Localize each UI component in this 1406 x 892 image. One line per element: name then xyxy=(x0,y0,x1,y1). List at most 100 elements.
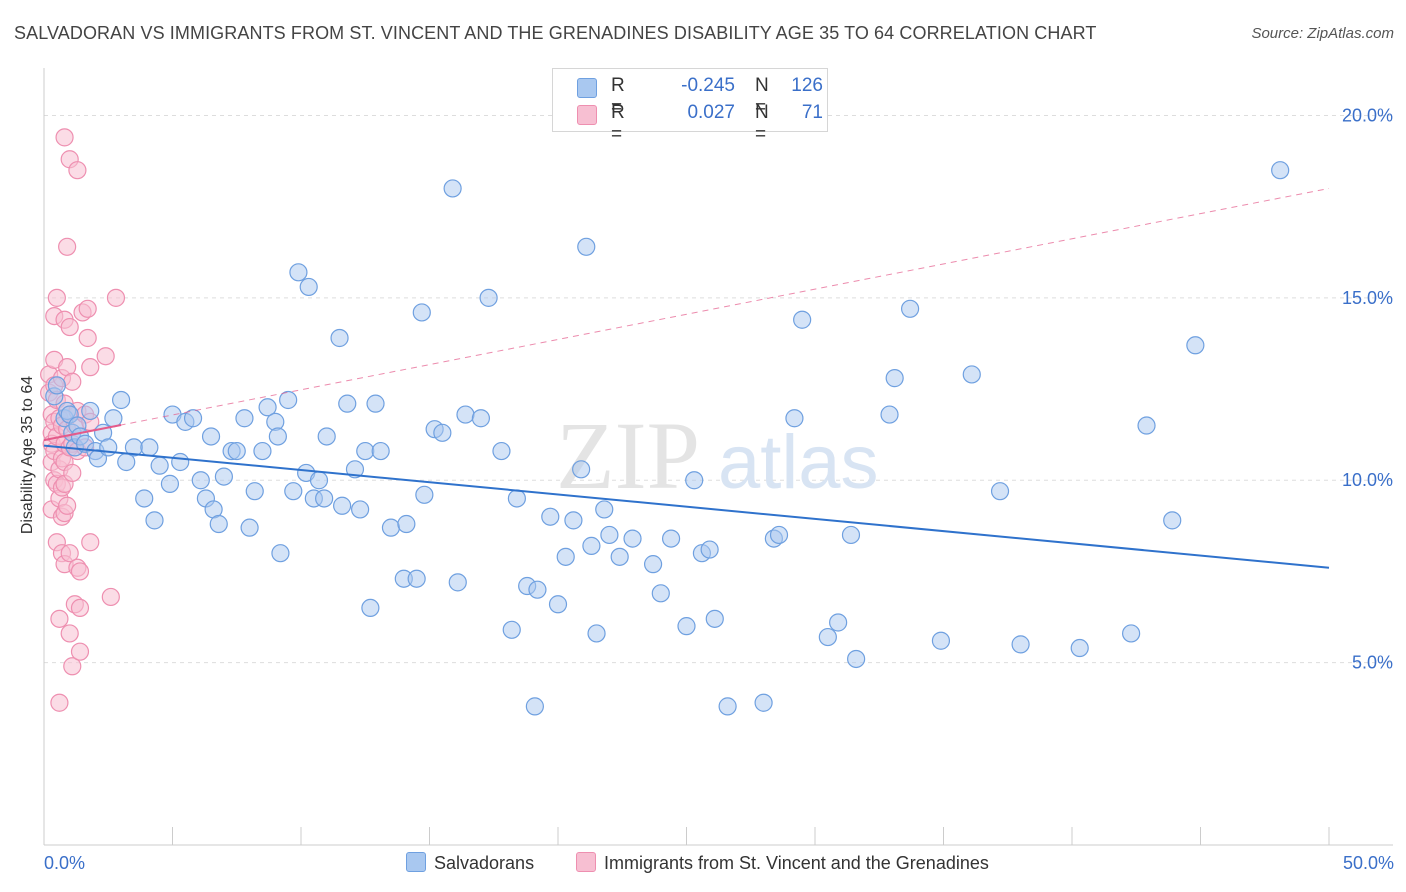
salvadorans-point xyxy=(685,471,704,490)
salvadorans-point xyxy=(829,613,848,632)
salvadorans-point xyxy=(1137,416,1156,435)
salvadorans-point xyxy=(1011,635,1030,654)
svg-immigrants-point xyxy=(58,237,77,256)
salvadorans-point xyxy=(443,179,462,198)
salvadorans-point xyxy=(191,471,210,490)
salvadorans-point xyxy=(471,409,490,428)
legend-swatch-pink xyxy=(577,105,597,125)
svg-immigrants-point xyxy=(68,161,87,180)
salvadorans-point xyxy=(643,555,663,574)
salvadorans-point xyxy=(299,277,318,297)
salvadorans-point xyxy=(793,310,812,329)
salvadorans-point xyxy=(145,511,164,530)
salvadorans-point xyxy=(718,697,737,716)
salvadorans-point xyxy=(361,598,380,618)
y-tick-label: 5.0% xyxy=(1352,653,1393,673)
salvadorans-point xyxy=(582,536,601,555)
salvadorans-point xyxy=(345,460,365,479)
salvadorans-point xyxy=(183,409,203,428)
salvadorans-point xyxy=(677,617,696,636)
legend-r-label: R = xyxy=(611,102,625,145)
svg-immigrants-point xyxy=(50,609,69,628)
y-tick-label: 20.0% xyxy=(1342,105,1393,125)
salvadorans-point xyxy=(227,441,246,461)
watermark-atlas: atlas xyxy=(718,420,879,505)
salvadorans-point xyxy=(412,303,431,322)
legend-r-value: 0.027 xyxy=(687,102,735,123)
salvadorans-point xyxy=(171,452,190,472)
salvadorans-point xyxy=(448,573,467,592)
legend-n-label: N = xyxy=(755,102,769,145)
salvadorans-point xyxy=(356,441,375,461)
svg-immigrants-point xyxy=(63,463,82,483)
salvadorans-point xyxy=(525,697,544,716)
salvadorans-point xyxy=(104,409,123,428)
svg-immigrants-point xyxy=(60,317,79,337)
salvadorans-point xyxy=(240,518,259,537)
salvadorans-point xyxy=(135,489,154,508)
salvadorans-point xyxy=(556,547,575,566)
salvadorans-point xyxy=(705,609,724,628)
salvadorans-point xyxy=(841,525,861,545)
salvadorans-point xyxy=(1163,511,1182,530)
salvadorans-point xyxy=(245,482,264,501)
salvadorans-point xyxy=(610,547,629,566)
legend-n-value: 126 xyxy=(791,75,823,96)
salvadorans-point xyxy=(289,263,308,282)
salvadorans-point xyxy=(900,299,920,318)
bottom-legend-svg-immigrants: Immigrants from St. Vincent and the Gren… xyxy=(576,852,989,874)
y-tick-label: 15.0% xyxy=(1342,288,1393,308)
salvadorans-point xyxy=(1070,638,1089,658)
salvadorans-point xyxy=(587,624,606,643)
legend-n-value: 71 xyxy=(801,102,823,123)
salvadorans-point xyxy=(456,405,475,424)
salvadorans-point xyxy=(397,514,416,534)
svg-immigrants-trend-line-dashed xyxy=(43,187,1330,441)
x-tick-label-max: 50.0% xyxy=(1342,853,1394,873)
watermark-zip: ZIP xyxy=(556,402,700,509)
x-tick-label-min: 0.0% xyxy=(44,853,86,873)
y-axis-label: Disability Age 35 to 64 xyxy=(19,375,36,535)
svg-immigrants-point xyxy=(70,598,90,618)
svg-immigrants-point xyxy=(50,693,69,712)
source-label: Source: ZipAtlas.com xyxy=(1251,25,1394,42)
salvadorans-point xyxy=(99,438,118,457)
svg-immigrants-point xyxy=(63,372,82,391)
salvadorans-point xyxy=(492,441,511,461)
salvadorans-point xyxy=(150,456,169,475)
svg-immigrants-point xyxy=(70,562,90,581)
salvadorans-point xyxy=(651,584,670,603)
salvadorans-point xyxy=(371,441,390,461)
bottom-legend-label: Immigrants from St. Vincent and the Gren… xyxy=(604,853,989,873)
salvadorans-point xyxy=(564,511,583,530)
salvadorans-point xyxy=(661,529,681,548)
legend-r-label: R = xyxy=(611,75,625,118)
salvadorans-point xyxy=(785,409,804,428)
legend-r-value: -0.245 xyxy=(681,75,735,96)
salvadorans-point xyxy=(885,369,904,388)
salvadorans-point xyxy=(111,390,131,410)
salvadorans-point xyxy=(541,507,560,526)
salvadorans-point xyxy=(572,460,591,479)
salvadorans-point xyxy=(415,485,434,504)
salvadorans-point xyxy=(268,427,287,446)
salvadorans-point xyxy=(284,482,303,501)
salvadorans-point xyxy=(209,514,228,534)
salvadorans-point xyxy=(309,471,329,490)
svg-immigrants-point xyxy=(106,288,126,307)
salvadorans-point xyxy=(315,489,334,508)
svg-immigrants-point xyxy=(60,624,79,643)
svg-immigrants-trend-line-solid xyxy=(43,424,122,442)
salvadorans-point xyxy=(1271,161,1290,180)
salvadorans-point xyxy=(235,409,254,428)
salvadorans-point xyxy=(81,401,100,421)
salvadorans-point xyxy=(317,427,336,446)
salvadorans-point xyxy=(1186,336,1205,355)
salvadorans-point xyxy=(507,489,526,508)
salvadorans-point xyxy=(381,518,401,537)
bottom-legend-label: Salvadorans xyxy=(434,853,535,873)
salvadorans-point xyxy=(502,620,521,639)
salvadorans-point xyxy=(140,438,159,457)
y-tick-label: 10.0% xyxy=(1342,470,1393,490)
